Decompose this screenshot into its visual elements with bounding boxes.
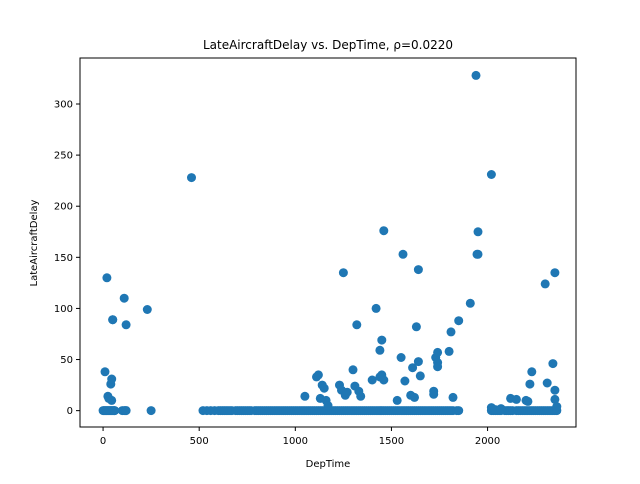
data-point — [379, 375, 389, 385]
data-point — [107, 374, 117, 384]
data-point — [415, 371, 425, 381]
data-point — [375, 345, 385, 355]
data-point — [411, 322, 421, 332]
data-point — [146, 406, 156, 416]
data-point — [471, 70, 481, 80]
x-tick-label: 1000 — [283, 436, 308, 447]
data-point — [119, 293, 129, 303]
data-point — [448, 392, 458, 402]
data-point — [319, 383, 329, 393]
data-point — [413, 357, 423, 367]
data-point — [454, 316, 464, 326]
data-point — [379, 226, 389, 236]
data-point — [527, 367, 537, 377]
y-tick-label: 100 — [54, 304, 73, 315]
data-point — [550, 385, 560, 395]
data-point — [342, 387, 352, 397]
data-point — [523, 396, 533, 406]
data-point — [552, 402, 562, 412]
y-tick-label: 0 — [67, 406, 73, 417]
data-point — [542, 378, 552, 388]
chart-title: LateAircraftDelay vs. DepTime, ρ=0.0220 — [203, 38, 453, 52]
x-axis-label: DepTime — [306, 459, 351, 470]
x-axis-ticks: 0 500 1000 1500 2000 — [100, 427, 500, 447]
data-point — [429, 389, 439, 399]
data-point — [348, 365, 358, 375]
data-point — [300, 391, 310, 401]
y-tick-label: 200 — [54, 202, 73, 213]
data-point — [121, 406, 131, 416]
data-point — [444, 346, 454, 356]
data-point — [525, 379, 535, 389]
data-point — [392, 395, 402, 405]
data-point — [352, 320, 362, 330]
data-point — [142, 305, 152, 314]
data-point — [400, 376, 410, 386]
data-point — [121, 320, 131, 330]
data-point — [473, 227, 483, 237]
data-point — [323, 401, 333, 410]
x-tick-label: 1500 — [379, 436, 404, 447]
data-point — [550, 394, 560, 404]
data-point — [396, 353, 406, 362]
data-point — [367, 375, 377, 385]
data-point — [496, 404, 506, 414]
data-point — [454, 406, 464, 416]
data-point — [413, 265, 423, 275]
data-point — [110, 406, 120, 416]
y-tick-label: 50 — [60, 355, 73, 366]
data-point — [371, 303, 381, 313]
data-point — [473, 249, 483, 259]
data-point — [408, 363, 418, 373]
data-point — [511, 394, 521, 404]
data-points — [98, 70, 562, 416]
data-point — [338, 268, 348, 278]
x-tick-label: 500 — [190, 436, 209, 447]
y-tick-label: 150 — [54, 253, 73, 264]
data-point — [465, 298, 475, 308]
data-point — [107, 395, 117, 405]
data-point — [446, 327, 456, 337]
data-point — [540, 279, 550, 289]
data-point — [410, 392, 419, 402]
data-point — [377, 335, 387, 345]
data-point — [187, 173, 196, 183]
data-point — [356, 391, 366, 401]
y-axis-ticks: 0 50 100 150 200 250 300 — [54, 99, 80, 417]
x-tick-label: 0 — [100, 436, 106, 447]
plot-frame — [79, 57, 577, 428]
data-point — [433, 362, 443, 372]
data-point — [433, 347, 443, 357]
data-point — [108, 315, 118, 325]
x-tick-label: 2000 — [475, 436, 500, 447]
data-point — [100, 367, 110, 377]
data-point — [548, 359, 558, 369]
y-tick-label: 300 — [54, 99, 73, 110]
data-point — [398, 249, 408, 259]
y-axis-label: LateAircraftDelay — [29, 199, 40, 286]
data-point — [550, 268, 560, 278]
data-point — [486, 170, 496, 179]
data-point — [313, 370, 323, 380]
y-tick-label: 250 — [54, 151, 73, 162]
data-point — [102, 273, 112, 283]
